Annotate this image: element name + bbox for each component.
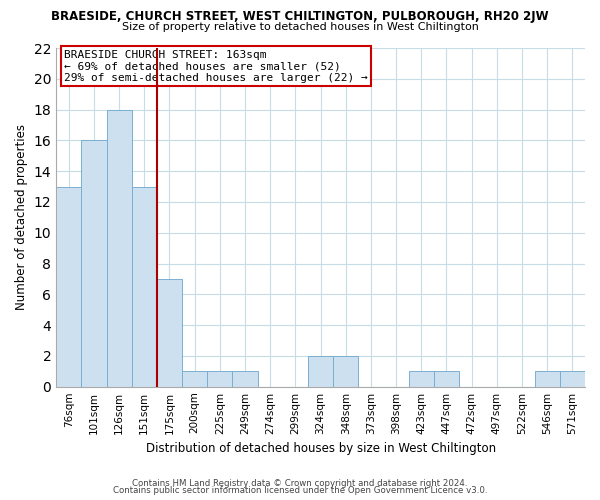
Bar bbox=[207, 372, 232, 386]
Bar bbox=[56, 186, 82, 386]
Text: BRAESIDE, CHURCH STREET, WEST CHILTINGTON, PULBOROUGH, RH20 2JW: BRAESIDE, CHURCH STREET, WEST CHILTINGTO… bbox=[51, 10, 549, 23]
Text: Contains HM Land Registry data © Crown copyright and database right 2024.: Contains HM Land Registry data © Crown c… bbox=[132, 478, 468, 488]
Bar bbox=[409, 372, 434, 386]
X-axis label: Distribution of detached houses by size in West Chiltington: Distribution of detached houses by size … bbox=[146, 442, 496, 455]
Bar bbox=[82, 140, 107, 386]
Text: BRAESIDE CHURCH STREET: 163sqm
← 69% of detached houses are smaller (52)
29% of : BRAESIDE CHURCH STREET: 163sqm ← 69% of … bbox=[64, 50, 368, 83]
Bar bbox=[560, 372, 585, 386]
Bar bbox=[157, 279, 182, 386]
Bar bbox=[535, 372, 560, 386]
Bar bbox=[132, 186, 157, 386]
Y-axis label: Number of detached properties: Number of detached properties bbox=[15, 124, 28, 310]
Text: Size of property relative to detached houses in West Chiltington: Size of property relative to detached ho… bbox=[122, 22, 478, 32]
Bar bbox=[182, 372, 207, 386]
Bar bbox=[434, 372, 459, 386]
Bar bbox=[333, 356, 358, 386]
Bar bbox=[107, 110, 132, 386]
Bar bbox=[232, 372, 257, 386]
Text: Contains public sector information licensed under the Open Government Licence v3: Contains public sector information licen… bbox=[113, 486, 487, 495]
Bar bbox=[308, 356, 333, 386]
